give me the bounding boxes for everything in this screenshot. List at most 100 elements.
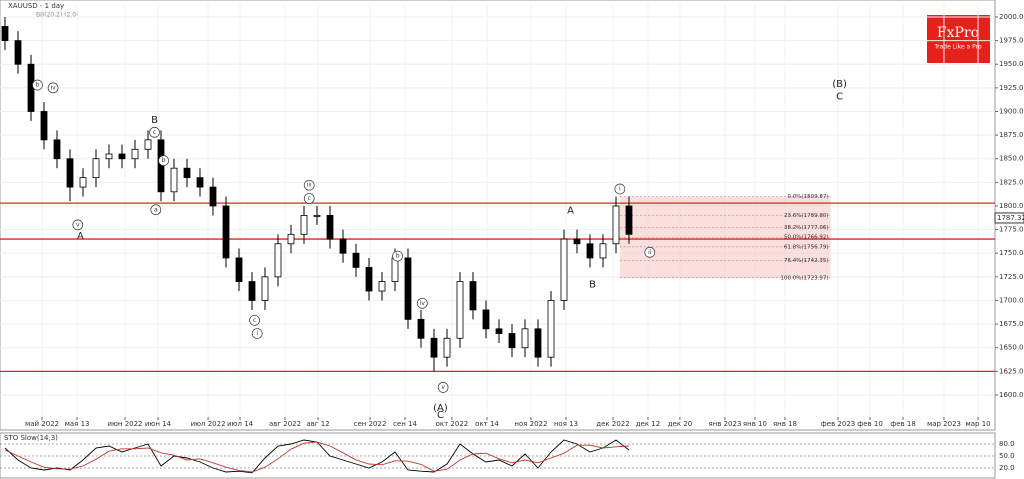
- wave-circle: [437, 382, 449, 393]
- wave-circle-label: iv: [420, 300, 426, 307]
- wave-circle-label: i: [619, 185, 621, 192]
- wave-circle-label: b: [162, 157, 166, 164]
- wave-label: (A): [433, 403, 448, 414]
- x-tick-label: авг 12: [306, 420, 329, 428]
- wave-circle: [47, 82, 59, 94]
- logo-tagline: Trade Like a Pro: [933, 44, 982, 51]
- candle-body: [274, 243, 282, 278]
- candle-body: [586, 243, 594, 259]
- wave-label: A: [567, 206, 574, 217]
- wave-circle-label: i: [256, 330, 258, 337]
- candle-body: [612, 205, 620, 245]
- x-tick-label: ноя 13: [554, 420, 578, 428]
- x-tick-label: окт 2022: [436, 420, 469, 428]
- candle-body: [430, 337, 438, 358]
- candle-body: [469, 281, 477, 311]
- x-tick-label: дек 2022: [596, 420, 629, 428]
- candle-body: [443, 337, 451, 358]
- candle-body: [53, 139, 61, 160]
- x-tick-label: мар 2023: [927, 420, 961, 428]
- x-tick-label: сен 14: [393, 420, 417, 428]
- wave-circle: [149, 126, 160, 138]
- y-tick-label: 1750.00: [999, 249, 1024, 257]
- candle-body: [508, 333, 516, 349]
- x-tick-label: мая 13: [65, 420, 90, 428]
- candle-body: [391, 257, 399, 282]
- fib-label: 23.6%(1789.80): [784, 213, 829, 219]
- y-tick-label: 1900.00: [999, 107, 1024, 115]
- candle-body: [196, 177, 204, 188]
- wave-circle-label: iv: [50, 84, 56, 91]
- wave-circle: [392, 250, 403, 262]
- candle-body: [300, 215, 308, 235]
- x-tick-label: янв 2023: [708, 420, 741, 428]
- candle-body: [66, 158, 74, 188]
- wave-circle: [644, 246, 656, 258]
- wave-circle-label: ii: [648, 249, 652, 256]
- candle-body: [534, 328, 542, 358]
- x-tick-label: май 2022: [25, 420, 59, 428]
- candle-body: [287, 233, 295, 245]
- x-tick-label: янв 18: [773, 420, 797, 428]
- y-tick-label: 1850.00: [999, 155, 1024, 163]
- candle-body: [326, 215, 334, 240]
- fib-label: 100.0%(1723.97): [780, 275, 828, 281]
- wave-label: B: [151, 115, 158, 126]
- fib-label: 76.4%(1742.35): [784, 258, 829, 264]
- wave-circle-label: v: [441, 384, 445, 391]
- y-tick-label: 1600.00: [999, 391, 1024, 399]
- candle-body: [118, 153, 126, 160]
- candle-body: [131, 148, 139, 160]
- candle-body: [599, 243, 607, 259]
- candle-body: [183, 167, 191, 179]
- logo: [927, 15, 990, 63]
- stoch-line: [4, 441, 630, 473]
- candle-body: [404, 257, 412, 320]
- candle-body: [105, 153, 113, 160]
- chart-title: XAUUSD - 1 day: [8, 2, 64, 10]
- candle-body: [625, 205, 633, 235]
- fib-label: 0.0%(1809.87): [787, 194, 828, 200]
- y-tick-label: 1700.00: [999, 296, 1024, 304]
- y-tick-label: 1825.00: [999, 178, 1024, 186]
- y-tick-label: 1950.00: [999, 60, 1024, 68]
- wave-label: B: [589, 279, 596, 290]
- logo-name: FxPro: [937, 25, 979, 41]
- candle-body: [417, 318, 425, 339]
- wave-circle: [158, 155, 169, 166]
- y-tick-label: 1775.00: [999, 226, 1024, 234]
- x-tick-label: дек 12: [636, 420, 661, 428]
- candle-body: [209, 186, 217, 207]
- x-tick-label: фев 2023: [821, 420, 855, 428]
- x-tick-label: июн 14: [145, 420, 172, 428]
- x-tick-label: фев 18: [890, 420, 916, 428]
- stoch-frame: [0, 432, 996, 479]
- candle-body: [339, 238, 347, 254]
- candle-body: [248, 281, 256, 301]
- fib-label: 38.2%(1777.06): [784, 225, 829, 231]
- wave-label: C: [836, 91, 843, 102]
- x-tick-label: июл 2022: [191, 420, 226, 428]
- candle-body: [573, 238, 581, 245]
- y-tick-label: 1875.00: [999, 131, 1024, 139]
- candle-body: [144, 139, 152, 150]
- wave-label: A: [77, 231, 84, 242]
- x-tick-label: сен 2022: [354, 420, 387, 428]
- wave-circle-label: b: [36, 82, 40, 89]
- fib-label: 61.8%(1756.79): [784, 244, 829, 250]
- candle-body: [456, 281, 464, 339]
- y-tick-label: 1725.00: [999, 273, 1024, 281]
- candle-body: [482, 309, 490, 330]
- candle-body: [352, 252, 360, 268]
- stoch-tick-label: 20.0: [999, 464, 1015, 472]
- wave-circle: [303, 193, 315, 204]
- wave-circle-label: a: [154, 206, 158, 213]
- candle-body: [170, 167, 178, 193]
- candle-body: [365, 267, 373, 292]
- y-tick-label: 1625.00: [999, 367, 1024, 375]
- candle-body: [92, 158, 100, 179]
- fib-label: 50.0%(1766.92): [784, 235, 829, 241]
- y-tick-label: 1975.00: [999, 37, 1024, 45]
- candle-body: [560, 238, 568, 301]
- last-price-label: 1787.32: [997, 214, 1024, 222]
